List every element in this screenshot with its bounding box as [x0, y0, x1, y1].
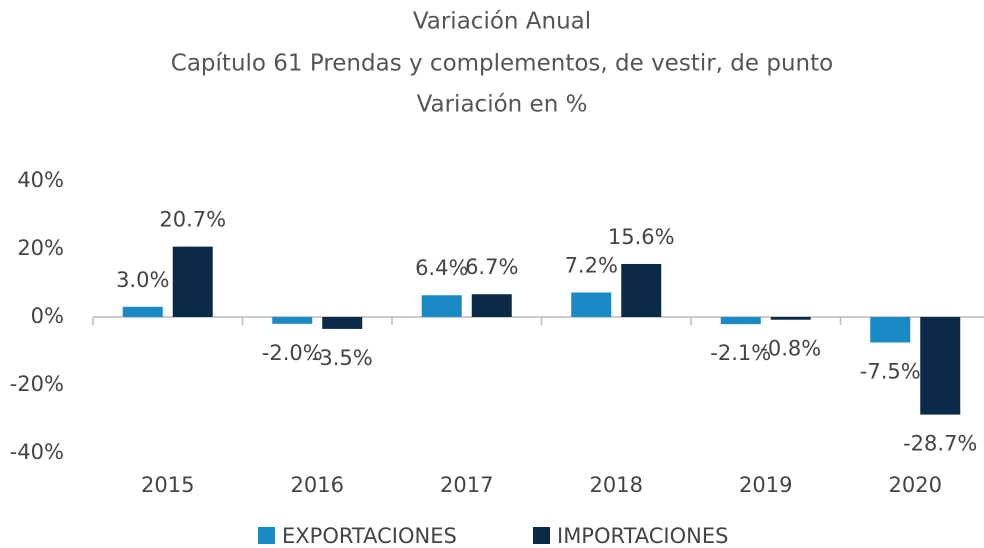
bar: [920, 317, 961, 415]
chart-subtitle: Capítulo 61 Prendas y complementos, de v…: [171, 51, 833, 77]
legend-swatch: [258, 527, 275, 544]
x-tick-label: 2016: [291, 473, 344, 497]
y-tick-label: -40%: [10, 440, 64, 464]
y-axis-label: Variación en %: [417, 92, 588, 118]
data-label: 6.4%: [415, 256, 468, 280]
bar: [571, 292, 612, 317]
bar: [471, 294, 512, 317]
bar: [720, 317, 761, 325]
legend-label: EXPORTACIONES: [282, 524, 457, 548]
bar: [621, 263, 662, 317]
bar: [322, 317, 363, 329]
y-tick-label: 20%: [17, 236, 64, 260]
data-label: 7.2%: [565, 254, 618, 278]
data-label: 15.6%: [608, 225, 675, 249]
data-label: 6.7%: [465, 255, 518, 279]
bar: [272, 317, 313, 324]
bar: [122, 306, 163, 317]
x-tick-label: 2018: [590, 473, 643, 497]
chart-title: Variación Anual: [413, 9, 591, 35]
x-tick-label: 2020: [889, 473, 942, 497]
data-label: 3.0%: [116, 268, 169, 292]
x-tick-label: 2017: [440, 473, 493, 497]
bar: [770, 317, 811, 320]
x-tick-label: 2015: [141, 473, 194, 497]
data-label: 20.7%: [159, 208, 226, 232]
data-label: -3.5%: [312, 346, 373, 370]
x-tick-label: 2019: [739, 473, 792, 497]
data-label: -28.7%: [903, 432, 977, 456]
bar: [421, 295, 462, 317]
legend-swatch: [533, 527, 550, 544]
data-label: -2.1%: [710, 341, 771, 365]
y-tick-label: -20%: [10, 372, 64, 396]
y-tick-label: 40%: [17, 168, 64, 192]
bar: [172, 246, 213, 317]
y-tick-label: 0%: [31, 304, 64, 328]
bar: [870, 317, 911, 343]
data-label: -2.0%: [262, 341, 323, 365]
legend-label: IMPORTACIONES: [557, 524, 728, 548]
data-label: -7.5%: [860, 360, 921, 384]
data-label: -0.8%: [760, 337, 821, 361]
